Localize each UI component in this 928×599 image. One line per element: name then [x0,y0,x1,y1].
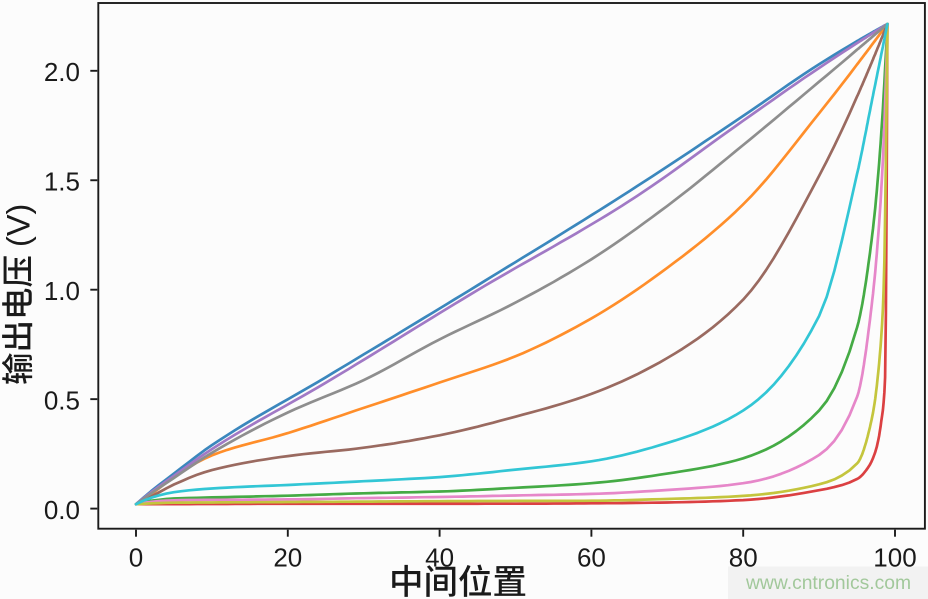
svg-text:20: 20 [273,543,302,573]
svg-text:1.0: 1.0 [44,276,80,306]
svg-text:1.5: 1.5 [44,167,80,197]
svg-text:2.0: 2.0 [44,57,80,87]
svg-text:www.cntronics.com: www.cntronics.com [745,573,911,594]
svg-text:100: 100 [873,543,916,573]
svg-text:60: 60 [577,543,606,573]
svg-text:0.0: 0.0 [44,495,80,525]
svg-text:0: 0 [129,543,143,573]
svg-text:80: 80 [729,543,758,573]
svg-text:0.5: 0.5 [44,385,80,415]
svg-text:(V): (V) [1,204,37,247]
